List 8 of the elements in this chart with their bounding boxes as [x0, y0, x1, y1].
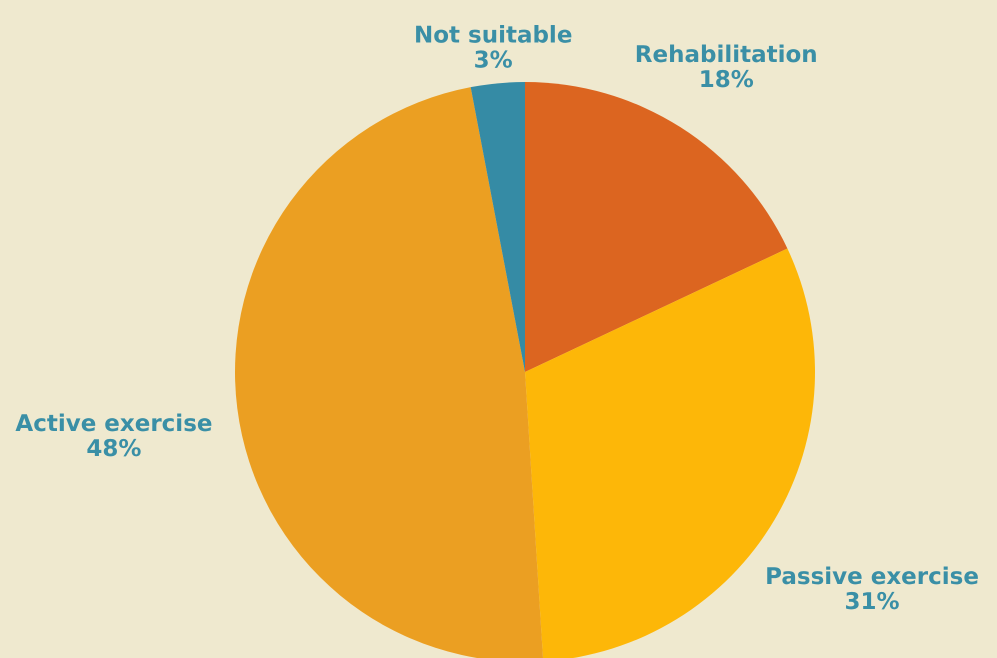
data-label: 3%: [474, 48, 513, 74]
slice-label: Active exercise: [15, 410, 212, 437]
data-label: 31%: [844, 589, 900, 616]
data-label: 18%: [698, 66, 754, 93]
slice-label: Passive exercise: [765, 564, 979, 590]
data-label: 48%: [86, 436, 142, 462]
slice-label: Rehabilitation: [634, 42, 818, 68]
slice-label: Not suitable: [414, 22, 572, 48]
